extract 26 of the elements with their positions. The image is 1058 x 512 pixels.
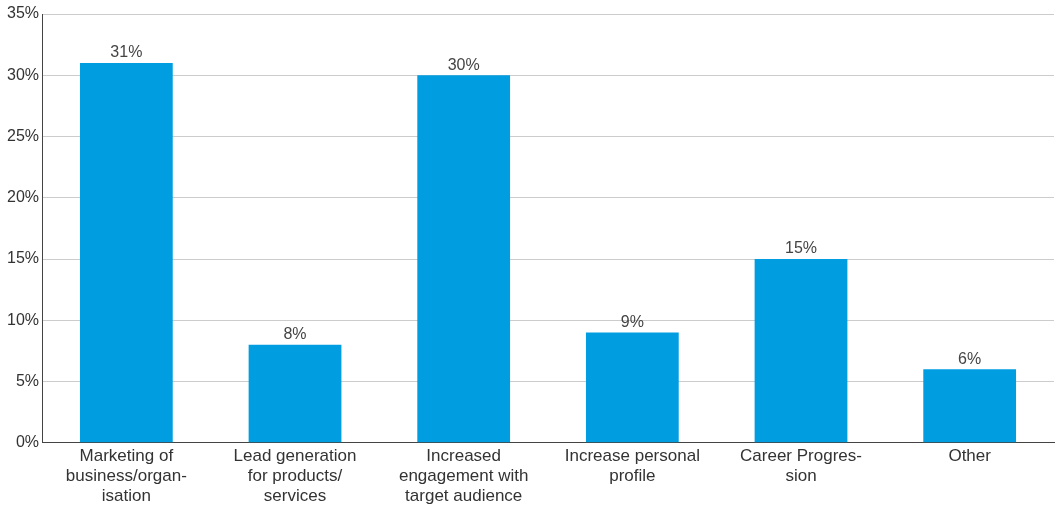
y-tick-label: 10% xyxy=(6,310,40,328)
bar xyxy=(754,259,848,443)
y-tick-label: 25% xyxy=(6,126,40,144)
data-label: 6% xyxy=(958,349,982,367)
data-label: 30% xyxy=(447,55,480,73)
bar xyxy=(585,332,679,443)
bar xyxy=(79,63,173,443)
y-tick-label: 30% xyxy=(6,65,40,83)
bar xyxy=(417,75,511,443)
y-tick-label: 35% xyxy=(6,4,40,22)
data-label: 8% xyxy=(283,325,307,343)
x-tick-label: Increase personal profile xyxy=(564,445,700,486)
y-tick-label: 15% xyxy=(6,249,40,267)
x-tick-label: Career Progres- sion xyxy=(740,445,862,486)
x-tick-label: Other xyxy=(948,445,992,465)
data-label: 15% xyxy=(784,239,818,257)
x-tick-label: Lead generation for products/ services xyxy=(233,445,357,506)
bar xyxy=(248,344,342,443)
bar xyxy=(923,369,1017,443)
x-tick-label: Marketing of business/organ- isation xyxy=(65,445,187,506)
y-tick-label: 5% xyxy=(15,371,40,389)
data-label: 31% xyxy=(110,43,143,61)
x-tick-label: Increased engagement with target audience xyxy=(398,445,529,506)
y-tick-label: 0% xyxy=(15,433,40,451)
y-tick-label: 20% xyxy=(6,188,40,206)
data-label: 9% xyxy=(620,312,644,330)
